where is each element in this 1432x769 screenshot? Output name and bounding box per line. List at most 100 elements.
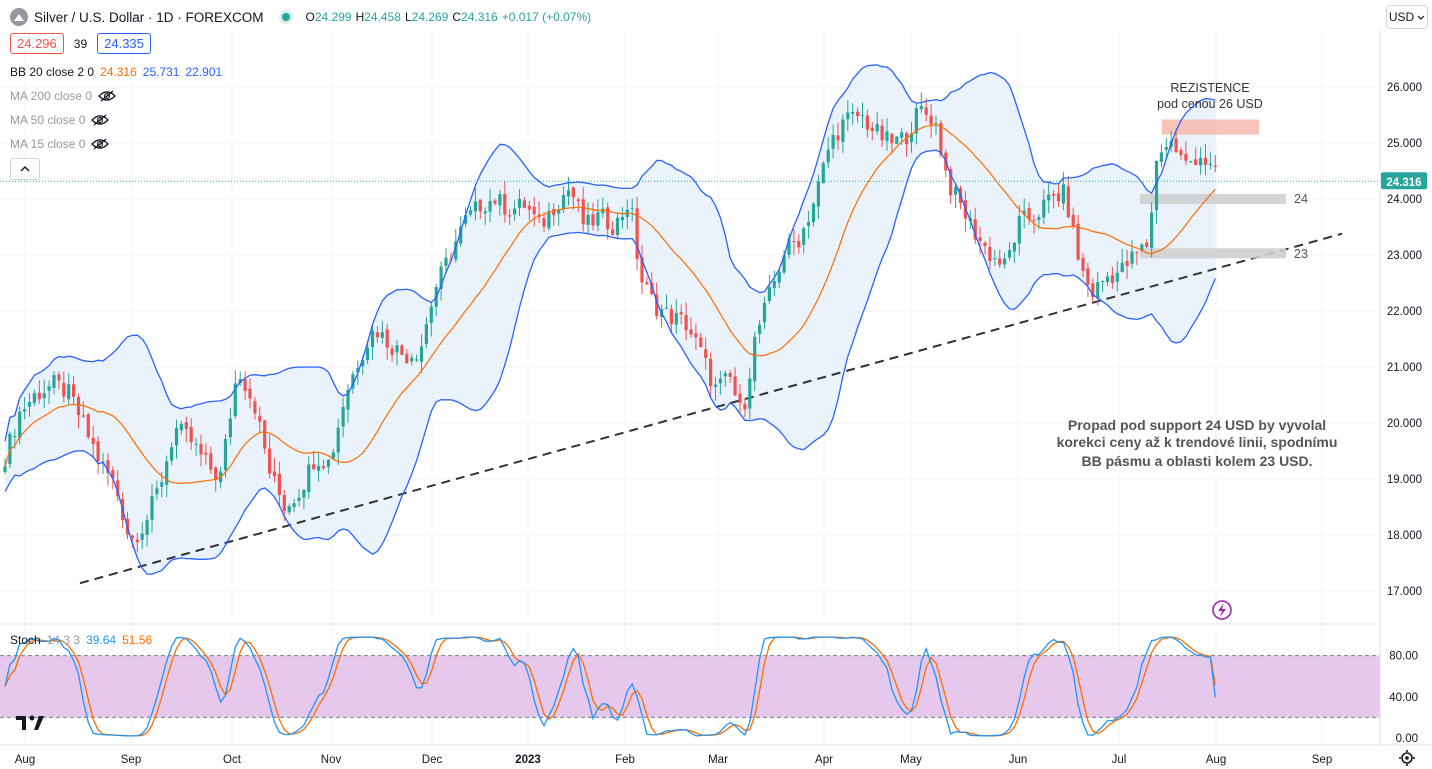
candle-body [1145,242,1149,247]
symbol-legend[interactable]: Silver / U.S. Dollar · 1D · FOREXCOM O24… [10,8,591,26]
candle-body [23,409,27,412]
candle-body [42,393,46,398]
eye-hidden-icon[interactable] [91,138,110,150]
candle-body [581,199,585,225]
stoch-legend[interactable]: Stoch 14 3 3 39.64 51.56 [10,633,152,647]
candle-body [405,353,409,364]
candle-body [503,194,507,215]
candle-body [282,494,286,511]
candle-body [674,312,678,325]
time-tick-label: Aug [1206,754,1226,766]
candles [3,92,1217,553]
ma15-legend[interactable]: MA 15 close 0 [10,137,110,151]
price-axis[interactable]: 17.000 18.000 19.000 20.000 21.000 22.000 23.0… [1387,82,1422,598]
candle-body [1159,152,1163,162]
time-axis[interactable]: Aug Sep Oct Nov Dec 2023 Feb Mar Apr May Jun Jul Aug… [15,754,1332,766]
tradingview-logo-icon[interactable] [16,715,44,731]
stoch-tick-label: 80.00 [1389,651,1418,663]
candle-body [709,358,713,387]
candle-body [277,473,281,495]
candle-body [410,357,414,362]
note-line-3: BB pásmu a oblasti kolem 23 USD. [1081,453,1312,469]
candle-body [650,282,654,295]
buy-price-button[interactable]: 24.335 [97,33,151,54]
candle-body [321,466,326,469]
candle-body [890,133,894,143]
candle-body [807,222,811,226]
collapse-legend-button[interactable] [10,158,40,180]
eye-hidden-icon[interactable] [98,90,116,102]
support-zone-23[interactable] [1140,248,1286,259]
candle-body [209,453,213,470]
candle-body [424,324,428,345]
candle-body [341,406,345,427]
resistance-zone[interactable] [1162,119,1259,135]
bb-legend[interactable]: BB 20 close 2 0 24.316 25.731 22.901 [10,65,222,79]
candle-body [738,393,742,403]
candle-body [811,203,816,223]
candle-body [679,312,683,315]
candle-body [223,438,228,471]
candle-body [718,378,722,384]
candle-body [81,415,85,417]
symbol-title[interactable]: Silver / U.S. Dollar · 1D · FOREXCOM [34,9,264,25]
bid-ask-row: 24.296 39 24.335 [10,33,151,54]
candle-body [106,460,110,473]
price-tick-label: 25.000 [1387,138,1422,150]
stoch-k-value: 39.64 [86,633,117,647]
ma200-legend[interactable]: MA 200 close 0 [10,89,116,103]
support-zone-24[interactable] [1140,193,1286,205]
market-status-dot-icon [281,13,290,21]
price-tick-label: 22.000 [1387,306,1422,318]
time-tick-label: Nov [321,754,342,766]
bb-basis-value: 24.316 [100,65,137,79]
eye-hidden-icon[interactable] [91,114,110,126]
chevron-up-icon [20,166,30,172]
time-tick-label: Mar [708,754,728,766]
candle-body [821,163,825,184]
symbol-logo-icon [10,8,28,26]
candle-body [1052,193,1056,196]
candle-body [468,210,473,215]
candle-body [356,367,360,373]
currency-label: USD [1388,10,1415,24]
currency-selector[interactable]: USD [1386,5,1428,29]
candle-body [27,402,32,407]
candle-body [32,393,36,403]
candle-body [713,384,718,387]
time-tick-label: May [900,754,922,766]
candle-body [1081,257,1085,271]
candle-body [287,506,291,513]
stoch-tick-label: 40.00 [1389,692,1418,704]
candle-body [76,397,81,416]
chevron-down-icon [1417,15,1425,20]
candle-body [1037,217,1041,220]
candle-body [444,257,448,266]
settings-icon[interactable] [1399,750,1415,766]
candle-body [914,108,918,134]
candle-body [860,115,865,117]
candle-body [37,392,41,400]
stoch-axis[interactable]: 0.00 40.00 80.00 [1389,651,1418,745]
candle-body [934,123,938,125]
candle-body [1017,215,1021,244]
candle-body [400,345,404,355]
candle-body [576,199,580,202]
level-23-label: 23 [1294,247,1308,261]
ma50-legend[interactable]: MA 50 close 0 [10,113,110,127]
candle-body [748,378,752,409]
sell-price-button[interactable]: 24.296 [10,33,64,54]
candle-body [792,241,796,243]
candle-body [204,452,208,455]
candle-body [547,210,551,229]
candle-body [1179,150,1183,156]
bb-lower-value: 22.901 [185,65,223,79]
trendline[interactable] [79,232,1343,585]
lightning-icon[interactable] [1212,600,1232,620]
candle-body [1047,194,1051,201]
candle-body [380,332,384,338]
price-tick-label: 21.000 [1387,362,1422,374]
candle-body [562,194,566,210]
candle-body [743,403,747,410]
